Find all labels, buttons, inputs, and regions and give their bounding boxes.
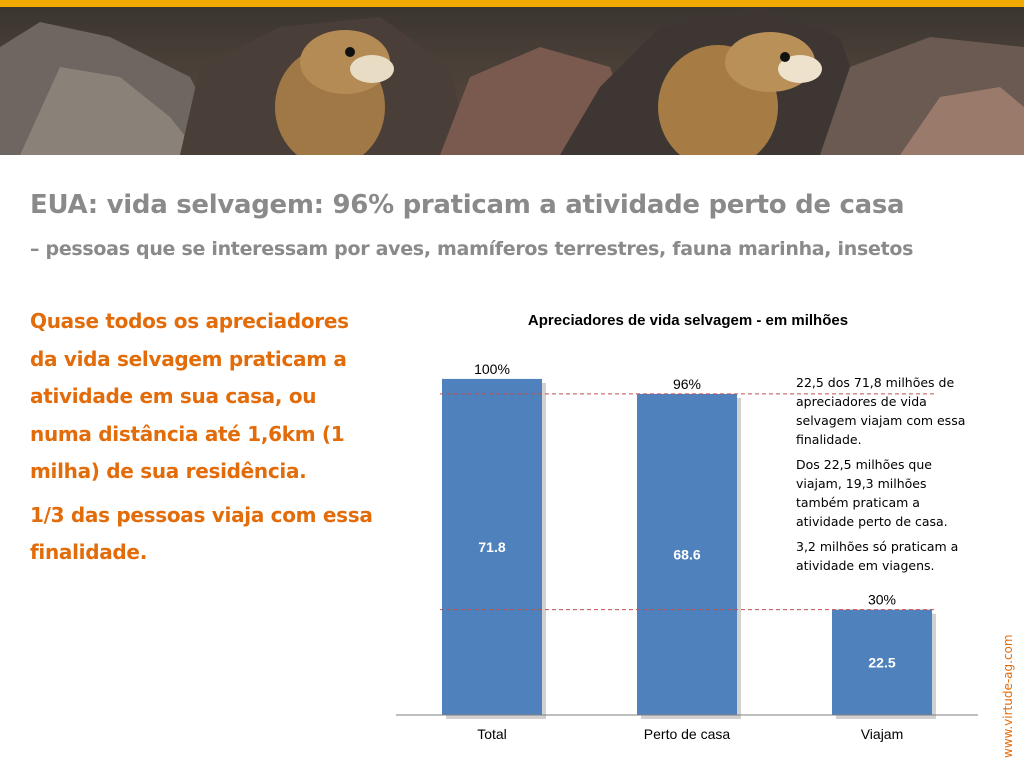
value-label-2: 22.5 — [868, 654, 895, 670]
bar-1 — [637, 393, 737, 715]
chart-notes: 22,5 dos 71,8 milhões de apreciadores de… — [796, 373, 974, 581]
website-watermark: www.virtude-ag.com — [1001, 634, 1015, 758]
page-title: EUA: vida selvagem: 96% praticam a ativi… — [30, 190, 905, 220]
summary-paragraph-1: Quase todos os apreciadores da vida selv… — [30, 309, 349, 483]
marmot-banner-image — [0, 7, 1024, 155]
chart-title: Apreciadores de vida selvagem - em milhõ… — [527, 312, 849, 329]
note-2: Dos 22,5 milhões que viajam, 19,3 milhõe… — [796, 457, 948, 529]
category-label-0: Total — [477, 726, 507, 742]
page-subtitle: – pessoas que se interessam por aves, ma… — [30, 238, 914, 260]
value-label-1: 68.6 — [673, 546, 700, 562]
note-3: 3,2 milhões só praticam a atividade em v… — [796, 539, 959, 573]
summary-paragraph-2: 1/3 das pessoas viaja com essa finalidad… — [30, 502, 373, 565]
percent-label-2: 30% — [868, 592, 896, 608]
percent-label-0: 100% — [474, 361, 510, 377]
bar-2 — [832, 609, 932, 715]
category-label-1: Perto de casa — [644, 726, 731, 742]
percent-label-1: 96% — [673, 376, 701, 392]
category-label-2: Viajam — [861, 726, 904, 742]
value-label-0: 71.8 — [478, 539, 505, 555]
bar-0 — [442, 378, 542, 715]
top-accent-bar — [0, 0, 1024, 7]
summary-text: Quase todos os apreciadores da vida selv… — [30, 303, 375, 578]
note-1: 22,5 dos 71,8 milhões de apreciadores de… — [796, 375, 966, 447]
bar-chart: 71.8 100% Total 68.6 96% Perto de casa 22.5 30%… — [396, 361, 978, 742]
